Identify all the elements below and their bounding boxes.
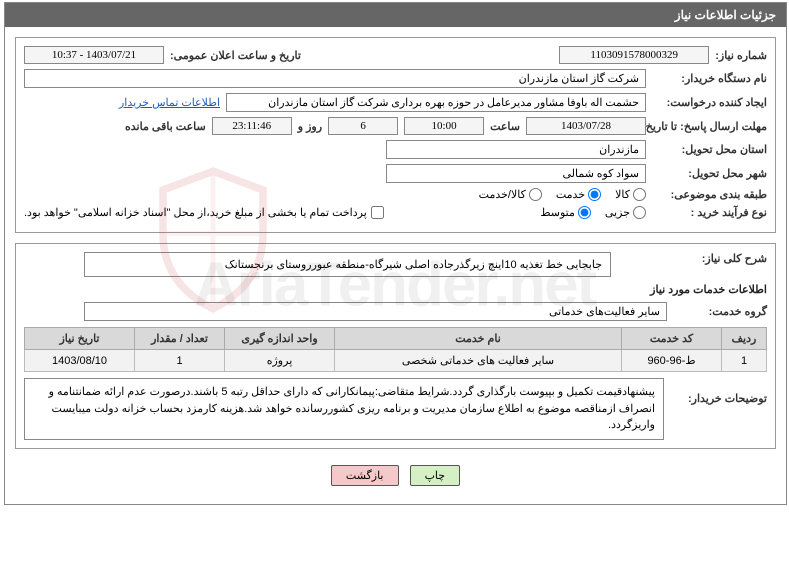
deadline-label: مهلت ارسال پاسخ: تا تاریخ: (652, 120, 767, 133)
content-area: شماره نیاز: 1103091578000329 تاریخ و ساع… (5, 27, 786, 504)
row-buyer-notes: توضیحات خریدار: پیشنهادقیمت تکمیل و بپیو… (24, 378, 767, 440)
deadline-date: 1403/07/28 (526, 117, 646, 135)
payment-checkbox-input[interactable] (371, 206, 384, 219)
days-left: 6 (328, 117, 398, 135)
time-label: ساعت (490, 120, 520, 133)
time-left: 23:11:46 (212, 117, 292, 135)
radio-gs-label: کالا/خدمت (479, 188, 526, 201)
province-value: مازندران (386, 140, 646, 159)
table-row: 1 ط-96-960 سایر فعالیت های خدماتی شخصی پ… (25, 350, 767, 372)
radio-goods-label: کالا (615, 188, 630, 201)
td-0: 1 (722, 350, 767, 372)
detail-panel: شرح کلی نیاز: جابجایی خط تغذیه 10اینچ زی… (15, 243, 776, 449)
row-subject-class: طبقه بندی موضوعی: کالا خدمت کالا/خدمت (24, 188, 767, 201)
page-title: جزئیات اطلاعات نیاز (675, 8, 776, 22)
remaining-label: ساعت باقی مانده (125, 120, 206, 133)
announce-label: تاریخ و ساعت اعلان عمومی: (170, 49, 301, 62)
days-and-label: روز و (298, 120, 322, 133)
radio-minor[interactable]: جزیی (605, 206, 646, 219)
services-table: ردیف کد خدمت نام خدمت واحد اندازه گیری ت… (24, 327, 767, 372)
td-1: ط-96-960 (622, 350, 722, 372)
row-province: استان محل تحویل: مازندران (24, 140, 767, 159)
th-2: نام خدمت (335, 328, 622, 350)
row-buyer-org: نام دستگاه خریدار: شرکت گاز استان مازندر… (24, 69, 767, 88)
announce-value: 1403/07/21 - 10:37 (24, 46, 164, 64)
overall-text: جابجایی خط تغذیه 10اینچ زیرگذرجاده اصلی … (84, 252, 611, 277)
back-button[interactable]: بازگشت (331, 465, 399, 486)
td-5: 1403/08/10 (25, 350, 135, 372)
contact-link[interactable]: اطلاعات تماس خریدار (119, 96, 220, 109)
city-label: شهر محل تحویل: (652, 167, 767, 180)
radio-minor-input[interactable] (633, 206, 646, 219)
row-service-group: گروه خدمت: سایر فعالیت‌های خدماتی (24, 302, 767, 321)
th-0: ردیف (722, 328, 767, 350)
td-2: سایر فعالیت های خدماتی شخصی (335, 350, 622, 372)
requester-value: حشمت اله باوفا مشاور مدیرعامل در حوزه به… (226, 93, 646, 112)
payment-note: پرداخت تمام یا بخشی از مبلغ خرید،از محل … (24, 206, 367, 219)
purchase-type-label: نوع فرآیند خرید : (652, 206, 767, 219)
need-no-label: شماره نیاز: (715, 49, 767, 62)
radio-medium-label: متوسط (540, 206, 575, 219)
th-1: کد خدمت (622, 328, 722, 350)
table-body: 1 ط-96-960 سایر فعالیت های خدماتی شخصی پ… (25, 350, 767, 372)
table-head: ردیف کد خدمت نام خدمت واحد اندازه گیری ت… (25, 328, 767, 350)
requester-label: ایجاد کننده درخواست: (652, 96, 767, 109)
row-purchase-type: نوع فرآیند خرید : جزیی متوسط پرداخت تمام… (24, 206, 767, 219)
th-3: واحد اندازه گیری (225, 328, 335, 350)
main-info-panel: شماره نیاز: 1103091578000329 تاریخ و ساع… (15, 37, 776, 233)
subject-radio-group: کالا خدمت کالا/خدمت (479, 188, 646, 201)
row-overall: شرح کلی نیاز: جابجایی خط تغذیه 10اینچ زی… (24, 252, 767, 277)
page-container: جزئیات اطلاعات نیاز شماره نیاز: 11030915… (4, 2, 787, 505)
city-value: سواد کوه شمالی (386, 164, 646, 183)
td-3: پروژه (225, 350, 335, 372)
radio-service[interactable]: خدمت (556, 188, 601, 201)
row-need-no: شماره نیاز: 1103091578000329 تاریخ و ساع… (24, 46, 767, 64)
radio-goods-input[interactable] (633, 188, 646, 201)
button-bar: چاپ بازگشت (15, 459, 776, 494)
th-5: تاریخ نیاز (25, 328, 135, 350)
payment-checkbox[interactable]: پرداخت تمام یا بخشی از مبلغ خرید،از محل … (24, 206, 384, 219)
radio-medium-input[interactable] (578, 206, 591, 219)
buyer-notes-text: پیشنهادقیمت تکمیل و بپیوست بارگذاری گردد… (24, 378, 664, 440)
table-header-row: ردیف کد خدمت نام خدمت واحد اندازه گیری ت… (25, 328, 767, 350)
page-title-bar: جزئیات اطلاعات نیاز (5, 3, 786, 27)
radio-service-label: خدمت (556, 188, 585, 201)
radio-gs-input[interactable] (529, 188, 542, 201)
radio-service-input[interactable] (588, 188, 601, 201)
purchase-radio-group: جزیی متوسط (540, 206, 646, 219)
deadline-time: 10:00 (404, 117, 484, 135)
service-group-label: گروه خدمت: (677, 305, 767, 318)
radio-medium[interactable]: متوسط (540, 206, 591, 219)
province-label: استان محل تحویل: (652, 143, 767, 156)
buyer-org-label: نام دستگاه خریدار: (652, 72, 767, 85)
subject-class-label: طبقه بندی موضوعی: (652, 188, 767, 201)
services-header: اطلاعات خدمات مورد نیاز (24, 283, 767, 296)
buyer-notes-label: توضیحات خریدار: (672, 378, 767, 405)
td-4: 1 (135, 350, 225, 372)
th-4: تعداد / مقدار (135, 328, 225, 350)
row-city: شهر محل تحویل: سواد کوه شمالی (24, 164, 767, 183)
need-no-value: 1103091578000329 (559, 46, 709, 64)
radio-goods-service[interactable]: کالا/خدمت (479, 188, 542, 201)
overall-label: شرح کلی نیاز: (677, 252, 767, 265)
radio-goods[interactable]: کالا (615, 188, 646, 201)
row-deadline: مهلت ارسال پاسخ: تا تاریخ: 1403/07/28 سا… (24, 117, 767, 135)
radio-minor-label: جزیی (605, 206, 630, 219)
service-group-value: سایر فعالیت‌های خدماتی (84, 302, 667, 321)
row-requester: ایجاد کننده درخواست: حشمت اله باوفا مشاو… (24, 93, 767, 112)
buyer-org-value: شرکت گاز استان مازندران (24, 69, 646, 88)
print-button[interactable]: چاپ (410, 465, 461, 486)
